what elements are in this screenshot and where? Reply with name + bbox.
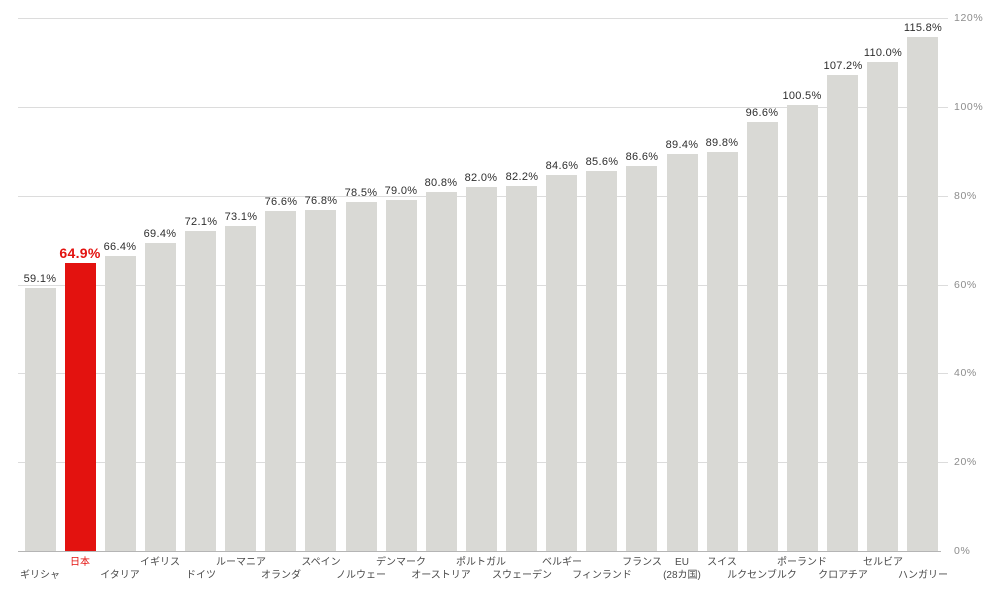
- bar: [225, 226, 256, 551]
- bar-value-label: 59.1%: [23, 273, 57, 285]
- bar: [25, 288, 56, 551]
- bar: [586, 171, 617, 551]
- x-axis-category-label: クロアチア: [818, 570, 868, 581]
- x-axis-category-label: フランス: [622, 557, 662, 568]
- bar: [466, 187, 497, 551]
- x-axis-category-label: ベルギー: [542, 557, 582, 568]
- y-axis-tick-label: 40%: [954, 367, 977, 379]
- bar-highlighted: [65, 263, 96, 551]
- bar-value-label: 86.6%: [625, 151, 659, 163]
- bar: [426, 192, 457, 551]
- x-axis-category-label: ギリシャ: [20, 570, 60, 581]
- x-axis-category-label: フィンランド: [572, 570, 632, 581]
- bar-value-label: 84.6%: [545, 160, 579, 172]
- bar-value-label: 76.8%: [304, 195, 338, 207]
- bar: [265, 211, 296, 551]
- bar-value-label: 72.1%: [184, 216, 218, 228]
- x-axis-category-label: ハンガリー: [898, 570, 948, 581]
- y-axis-tick-label: 100%: [954, 101, 984, 113]
- bar-value-label: 66.4%: [103, 241, 137, 253]
- bar-value-label: 107.2%: [823, 60, 863, 72]
- bar: [145, 243, 176, 551]
- x-axis-category-label: スイス: [707, 557, 737, 568]
- y-axis-tick-label: 0%: [954, 545, 971, 557]
- bar-value-label: 96.6%: [745, 107, 779, 119]
- bar-value-label: 79.0%: [384, 185, 418, 197]
- x-axis-category-label: EU (28カ国): [634, 556, 730, 582]
- bar-value-label: 89.4%: [665, 139, 699, 151]
- bar: [747, 122, 778, 551]
- bar-value-label: 73.1%: [224, 211, 258, 223]
- gridline: [18, 107, 948, 108]
- bar: [827, 75, 858, 551]
- x-axis-baseline: [18, 551, 941, 552]
- x-axis-category-label: デンマーク: [376, 557, 426, 568]
- bar-value-label: 80.8%: [424, 177, 458, 189]
- y-axis-tick-label: 80%: [954, 190, 977, 202]
- x-axis-category-label-highlighted: 日本: [70, 557, 90, 568]
- x-axis-category-label: スペイン: [301, 557, 341, 568]
- bar-value-label: 85.6%: [585, 156, 619, 168]
- x-axis-category-label: オランダ: [261, 570, 301, 581]
- bar-value-label: 89.8%: [705, 137, 739, 149]
- bar-value-label: 78.5%: [344, 187, 378, 199]
- x-axis-category-label: ルーマニア: [216, 557, 266, 568]
- y-axis-tick-label: 120%: [954, 12, 984, 24]
- x-axis-category-label: イギリス: [140, 557, 180, 568]
- x-axis-category-label: セルビア: [863, 557, 903, 568]
- x-axis-category-label: ドイツ: [186, 570, 216, 581]
- bar: [506, 186, 537, 551]
- bar-value-label: 82.0%: [464, 172, 498, 184]
- y-axis-tick-label: 20%: [954, 456, 977, 468]
- bar-value-label: 100.5%: [782, 90, 822, 102]
- x-axis-category-label-line2: (28カ国): [663, 570, 701, 581]
- bar: [546, 175, 577, 551]
- bar: [787, 105, 818, 551]
- bar: [185, 231, 216, 551]
- bar-value-label: 82.2%: [505, 171, 539, 183]
- x-axis-category-label: ノルウェー: [336, 570, 386, 581]
- bar: [867, 62, 898, 551]
- bar: [626, 166, 657, 551]
- bar: [386, 200, 417, 551]
- bar-value-label: 69.4%: [143, 228, 177, 240]
- x-axis-category-label: イタリア: [100, 570, 140, 581]
- y-axis-tick-label: 60%: [954, 279, 977, 291]
- bar: [667, 154, 698, 551]
- bar: [105, 256, 136, 551]
- bar-value-label: 76.6%: [264, 196, 298, 208]
- bar: [907, 37, 938, 551]
- gridline: [18, 18, 948, 19]
- x-axis-category-label: スウェーデン: [492, 570, 552, 581]
- x-axis-category-label: ポーランド: [777, 557, 827, 568]
- bar: [707, 152, 738, 551]
- x-axis-category-label: ルクセンブルク: [727, 570, 797, 581]
- bar-value-label: 115.8%: [903, 22, 943, 34]
- bar-value-label-highlighted: 64.9%: [59, 245, 101, 261]
- x-axis-category-label: オーストリア: [411, 570, 471, 581]
- bar: [305, 210, 336, 551]
- bar-value-label: 110.0%: [863, 47, 903, 59]
- bar: [346, 202, 377, 551]
- x-axis-category-label: ポルトガル: [456, 557, 506, 568]
